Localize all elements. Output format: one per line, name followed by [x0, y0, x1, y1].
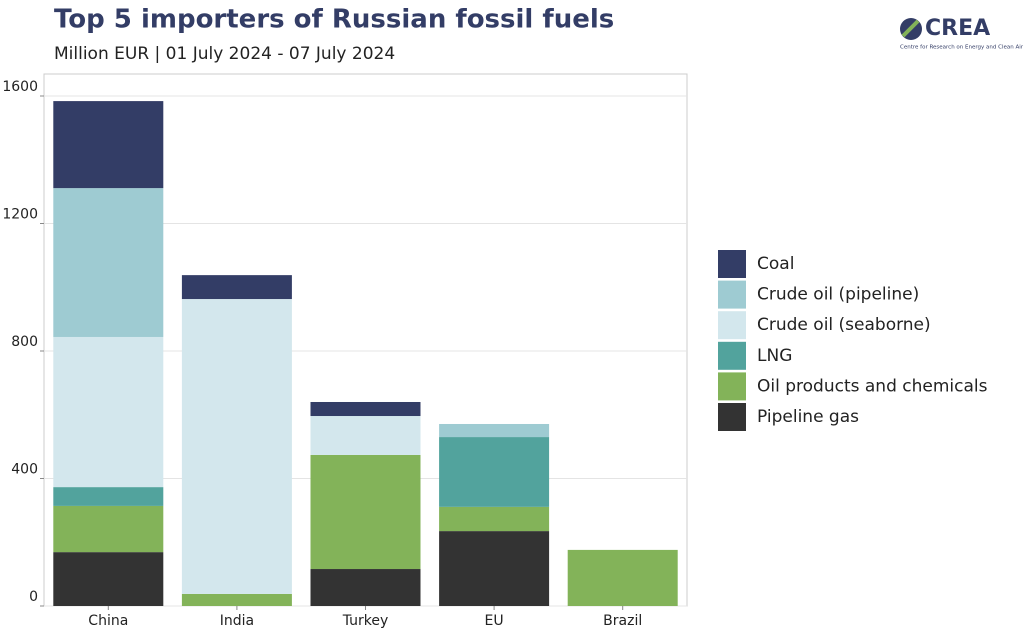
bar-segment	[53, 188, 164, 337]
bar-segment	[567, 549, 678, 606]
legend-swatch	[718, 403, 746, 431]
bar-segment	[310, 416, 421, 455]
logo-name: CREA	[925, 16, 990, 41]
bar-segment	[439, 437, 550, 507]
x-tick-label: China	[88, 613, 128, 629]
bar-segment	[53, 552, 164, 606]
legend-label: Oil products and chemicals	[757, 376, 988, 396]
bar-segment	[53, 101, 164, 189]
bar-segment	[439, 423, 550, 438]
chart-title: Top 5 importers of Russian fossil fuels	[54, 5, 614, 35]
chart-subtitle: Million EUR | 01 July 2024 - 07 July 202…	[54, 44, 395, 64]
y-tick-label: 800	[11, 334, 38, 350]
bar-segment	[53, 487, 164, 506]
y-tick-label: 1200	[2, 206, 38, 222]
bar-segment	[439, 506, 550, 532]
legend-swatch	[718, 280, 746, 309]
y-tick-label: 1600	[2, 79, 38, 95]
legend-swatch	[718, 372, 746, 401]
logo: CREA Centre for Research on Energy and C…	[900, 16, 1024, 51]
logo-icon-stripe	[901, 19, 920, 38]
legend-label: Crude oil (seaborne)	[757, 315, 931, 335]
bar-segment	[53, 505, 164, 553]
x-tick-label: Brazil	[603, 613, 642, 629]
legend-swatch	[718, 341, 746, 370]
y-tick-label: 400	[11, 461, 38, 477]
bar-segment	[181, 299, 292, 594]
legend-swatch	[718, 311, 746, 340]
bar-segment	[439, 531, 550, 606]
bar-segment	[181, 593, 292, 606]
legend-label: Coal	[757, 254, 794, 274]
bar-segment	[181, 275, 292, 300]
bar-segment	[53, 336, 164, 488]
logo-tagline: Centre for Research on Energy and Clean …	[900, 45, 1024, 51]
legend-label: LNG	[757, 346, 792, 366]
legend-swatch	[718, 250, 746, 278]
x-tick-label: EU	[485, 613, 504, 629]
bar-segment	[310, 401, 421, 417]
y-tick-label: 0	[29, 589, 38, 605]
x-tick-label: India	[220, 613, 254, 629]
bar-segment	[310, 569, 421, 606]
bar-segment	[310, 454, 421, 570]
legend-label: Crude oil (pipeline)	[757, 285, 919, 305]
x-tick-label: Turkey	[342, 613, 389, 629]
legend-label: Pipeline gas	[757, 407, 859, 427]
